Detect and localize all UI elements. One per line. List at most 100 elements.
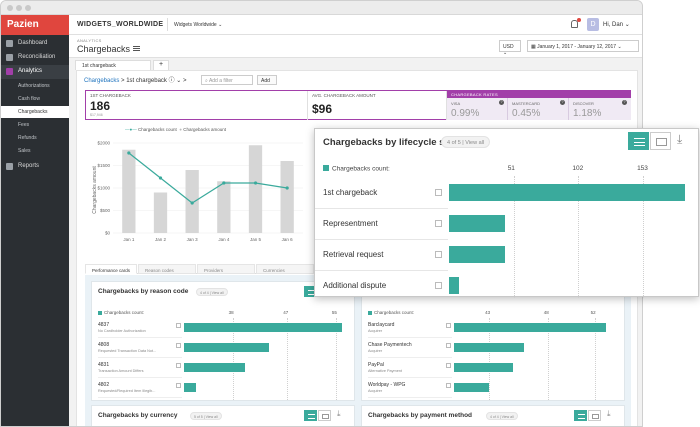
- view-all-link[interactable]: 4 of 5 | View all: [441, 136, 491, 148]
- row-bar[interactable]: [184, 383, 197, 392]
- row-bar[interactable]: [449, 215, 505, 232]
- row-bar[interactable]: [449, 246, 505, 263]
- tab-label: Performance cards: [92, 268, 131, 273]
- add-tab-button[interactable]: +: [153, 60, 170, 70]
- org-name: WIDGETS_WORLDWIDE: [77, 21, 164, 28]
- download-icon[interactable]: ⤓: [677, 132, 683, 146]
- chevron-down-icon[interactable]: ⌄: [176, 78, 182, 84]
- row-label[interactable]: Barclaycard: [368, 322, 395, 328]
- row-label[interactable]: 4802: [98, 382, 110, 388]
- bar-view-button[interactable]: [304, 410, 317, 421]
- user-menu[interactable]: Hi, Dan ⌄: [603, 21, 630, 28]
- x-tick-label: Jan 3: [187, 237, 199, 242]
- external-link-icon[interactable]: [435, 189, 442, 196]
- sidebar-item-authorizations[interactable]: Authorizations: [1, 80, 69, 92]
- rate-value: 0.45%: [512, 108, 541, 119]
- external-link-icon[interactable]: [176, 323, 181, 328]
- external-link-icon[interactable]: [176, 343, 181, 348]
- row-label[interactable]: Chase Paymentech: [368, 342, 412, 348]
- table-icon: [656, 138, 667, 146]
- help-icon[interactable]: ?: [560, 100, 565, 105]
- row-label[interactable]: 1st chargeback: [323, 188, 378, 197]
- rate-discover[interactable]: DISCOVER 1.18%?: [569, 98, 630, 120]
- row-label[interactable]: 4808: [98, 342, 110, 348]
- sidebar-item-reconciliation[interactable]: Reconciliation: [1, 51, 69, 65]
- bar-view-button[interactable]: [574, 410, 587, 421]
- sidebar-item-chargebacks[interactable]: Chargebacks: [1, 106, 69, 118]
- view-all-link[interactable]: 4 of 4 | View all: [486, 412, 518, 420]
- kpi-avg-chargeback[interactable]: AVG. CHARGEBACK AMOUNT $96: [308, 91, 447, 120]
- external-link-icon[interactable]: [435, 282, 442, 289]
- row-bar[interactable]: [454, 363, 513, 372]
- window-zoom-dot[interactable]: [25, 5, 31, 11]
- tab-performance-cards[interactable]: Performance cards: [85, 264, 137, 274]
- filter-root-link[interactable]: Chargebacks: [84, 78, 120, 84]
- add-filter-input[interactable]: ⌕ Add a filter: [201, 75, 253, 85]
- bell-icon[interactable]: [571, 20, 578, 28]
- download-button[interactable]: [604, 409, 617, 421]
- row-label[interactable]: PayPal: [368, 362, 384, 368]
- external-link-icon[interactable]: [446, 343, 451, 348]
- row-bar[interactable]: [449, 277, 460, 294]
- row-label[interactable]: Additional dispute: [323, 281, 387, 290]
- row-bar[interactable]: [184, 343, 270, 352]
- external-link-icon[interactable]: [176, 383, 181, 388]
- row-bar[interactable]: [454, 383, 490, 392]
- tab-1st-chargeback[interactable]: 1st chargeback: [75, 60, 151, 70]
- table-view-button[interactable]: [588, 410, 601, 421]
- row-label[interactable]: Retrieval request: [323, 250, 384, 259]
- sidebar-item-fees[interactable]: Fees: [1, 119, 69, 131]
- table-view-button[interactable]: [650, 132, 671, 150]
- add-filter-button[interactable]: Add: [257, 75, 277, 85]
- sidebar-item-cash-flow[interactable]: Cash flow: [1, 93, 69, 105]
- tab-reason-codes[interactable]: Reason codes: [138, 264, 196, 274]
- axis-gridline: [643, 176, 645, 298]
- kpi-label: AVG. CHARGEBACK AMOUNT: [312, 93, 376, 98]
- row-bar[interactable]: [449, 184, 685, 201]
- row-label[interactable]: Worldpay - WPG: [368, 382, 406, 388]
- view-all-link[interactable]: 5 of 5 | View all: [190, 412, 222, 420]
- brand-logo[interactable]: Pazien: [1, 15, 69, 35]
- rate-visa[interactable]: VISA 0.99%?: [447, 98, 508, 120]
- row-bar[interactable]: [454, 323, 607, 332]
- row-bar[interactable]: [454, 343, 525, 352]
- date-range-picker[interactable]: ▦ January 1, 2017 - January 12, 2017 ⌄: [527, 40, 639, 52]
- row-bar[interactable]: [184, 363, 245, 372]
- external-link-icon[interactable]: [435, 251, 442, 258]
- sidebar-item-label: Authorizations: [18, 83, 50, 89]
- kpi-first-chargeback[interactable]: 1ST CHARGEBACK 186 $17,946: [86, 91, 308, 120]
- currency-select[interactable]: USD ⌄: [499, 40, 521, 56]
- tab-providers[interactable]: Providers: [197, 264, 255, 274]
- help-icon[interactable]: ?: [622, 100, 627, 105]
- hamburger-icon[interactable]: [133, 46, 141, 51]
- rate-mastercard[interactable]: MASTERCARD 0.45%?: [508, 98, 569, 120]
- row-label[interactable]: Representment: [323, 219, 378, 228]
- row-sublabel: Requested Transaction Data Not...: [98, 349, 157, 353]
- help-icon[interactable]: ?: [499, 100, 504, 105]
- window-minimize-dot[interactable]: [16, 5, 22, 11]
- filter-current[interactable]: 1st chargeback: [126, 78, 167, 84]
- sidebar-item-reports[interactable]: Reports: [1, 160, 69, 174]
- sidebar-item-refunds[interactable]: Refunds: [1, 132, 69, 144]
- external-link-icon[interactable]: [446, 323, 451, 328]
- row-label[interactable]: 4831: [98, 362, 110, 368]
- axis-gridline: [335, 318, 337, 400]
- external-link-icon[interactable]: [435, 220, 442, 227]
- sidebar-item-dashboard[interactable]: Dashboard: [1, 37, 69, 51]
- info-icon[interactable]: ⓘ: [168, 78, 175, 84]
- org-selector[interactable]: Widgets Worldwide ⌄: [167, 18, 237, 31]
- sidebar-item-sales[interactable]: Sales: [1, 145, 69, 157]
- avatar[interactable]: D: [587, 18, 599, 31]
- external-link-icon[interactable]: [176, 363, 181, 368]
- tab-currencies[interactable]: Currencies: [256, 264, 314, 274]
- sidebar-item-analytics[interactable]: Analytics: [1, 65, 69, 79]
- row-label[interactable]: 4837: [98, 322, 110, 328]
- table-view-button[interactable]: [318, 410, 331, 421]
- bar-view-button[interactable]: [628, 132, 649, 150]
- row-bar[interactable]: [184, 323, 342, 332]
- window-close-dot[interactable]: [7, 5, 13, 11]
- view-all-link[interactable]: 4 of 4 | View all: [196, 288, 228, 296]
- external-link-icon[interactable]: [446, 363, 451, 368]
- external-link-icon[interactable]: [446, 383, 451, 388]
- download-button[interactable]: [334, 409, 347, 421]
